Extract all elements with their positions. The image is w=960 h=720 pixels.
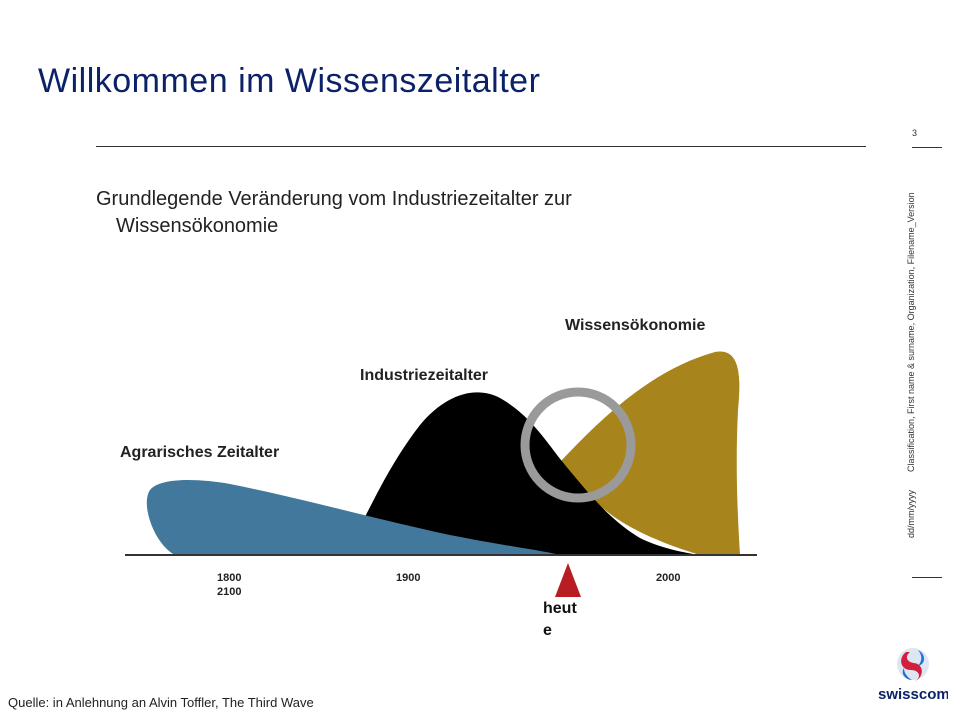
subtitle-line-1: Grundlegende Veränderung vom Industrieze… [96,188,572,210]
subtitle-line-2: Wissensökonomie [116,215,279,237]
side-divider-bottom [912,577,942,578]
title-divider [96,146,866,147]
axis-label-2000: 2000 [656,572,680,584]
swisscom-logo-text: swisscom [878,686,948,703]
era-label-agrarisches-zeitalter: Agrarisches Zeitalter [120,444,279,461]
source-note: Quelle: in Anlehnung an Alvin Toffler, T… [8,695,314,710]
today-label-line-2: e [543,622,552,639]
side-divider-top [912,147,942,148]
today-marker-icon [555,563,581,597]
today-label-line-1: heut [543,600,577,617]
swisscom-logo: swisscom [878,648,948,703]
axis-label-1800: 1800 [217,572,241,584]
era-shape-agrarisches-zeitalter [146,480,560,555]
axis-label-1900: 1900 [396,572,420,584]
era-shape-industriezeitalter [345,392,700,555]
transition-circle [520,387,636,503]
axis-label-2100: 2100 [217,586,241,598]
era-shape-wissensoekonomie [560,351,740,555]
swisscom-logo-icon [897,648,929,682]
era-label-industriezeitalter: Industriezeitalter [360,367,488,384]
slide-title: Willkommen im Wissenszeitalter [38,62,541,100]
era-label-wissensoekonomie: Wissensökonomie [565,317,705,334]
page-number: 3 [912,128,918,138]
slide-subtitle: Grundlegende Veränderung vom Industrieze… [96,186,796,240]
